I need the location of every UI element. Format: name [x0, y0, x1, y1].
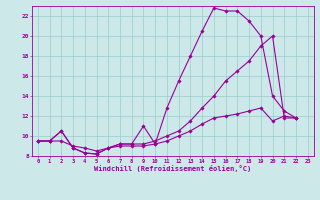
X-axis label: Windchill (Refroidissement éolien,°C): Windchill (Refroidissement éolien,°C)	[94, 165, 252, 172]
